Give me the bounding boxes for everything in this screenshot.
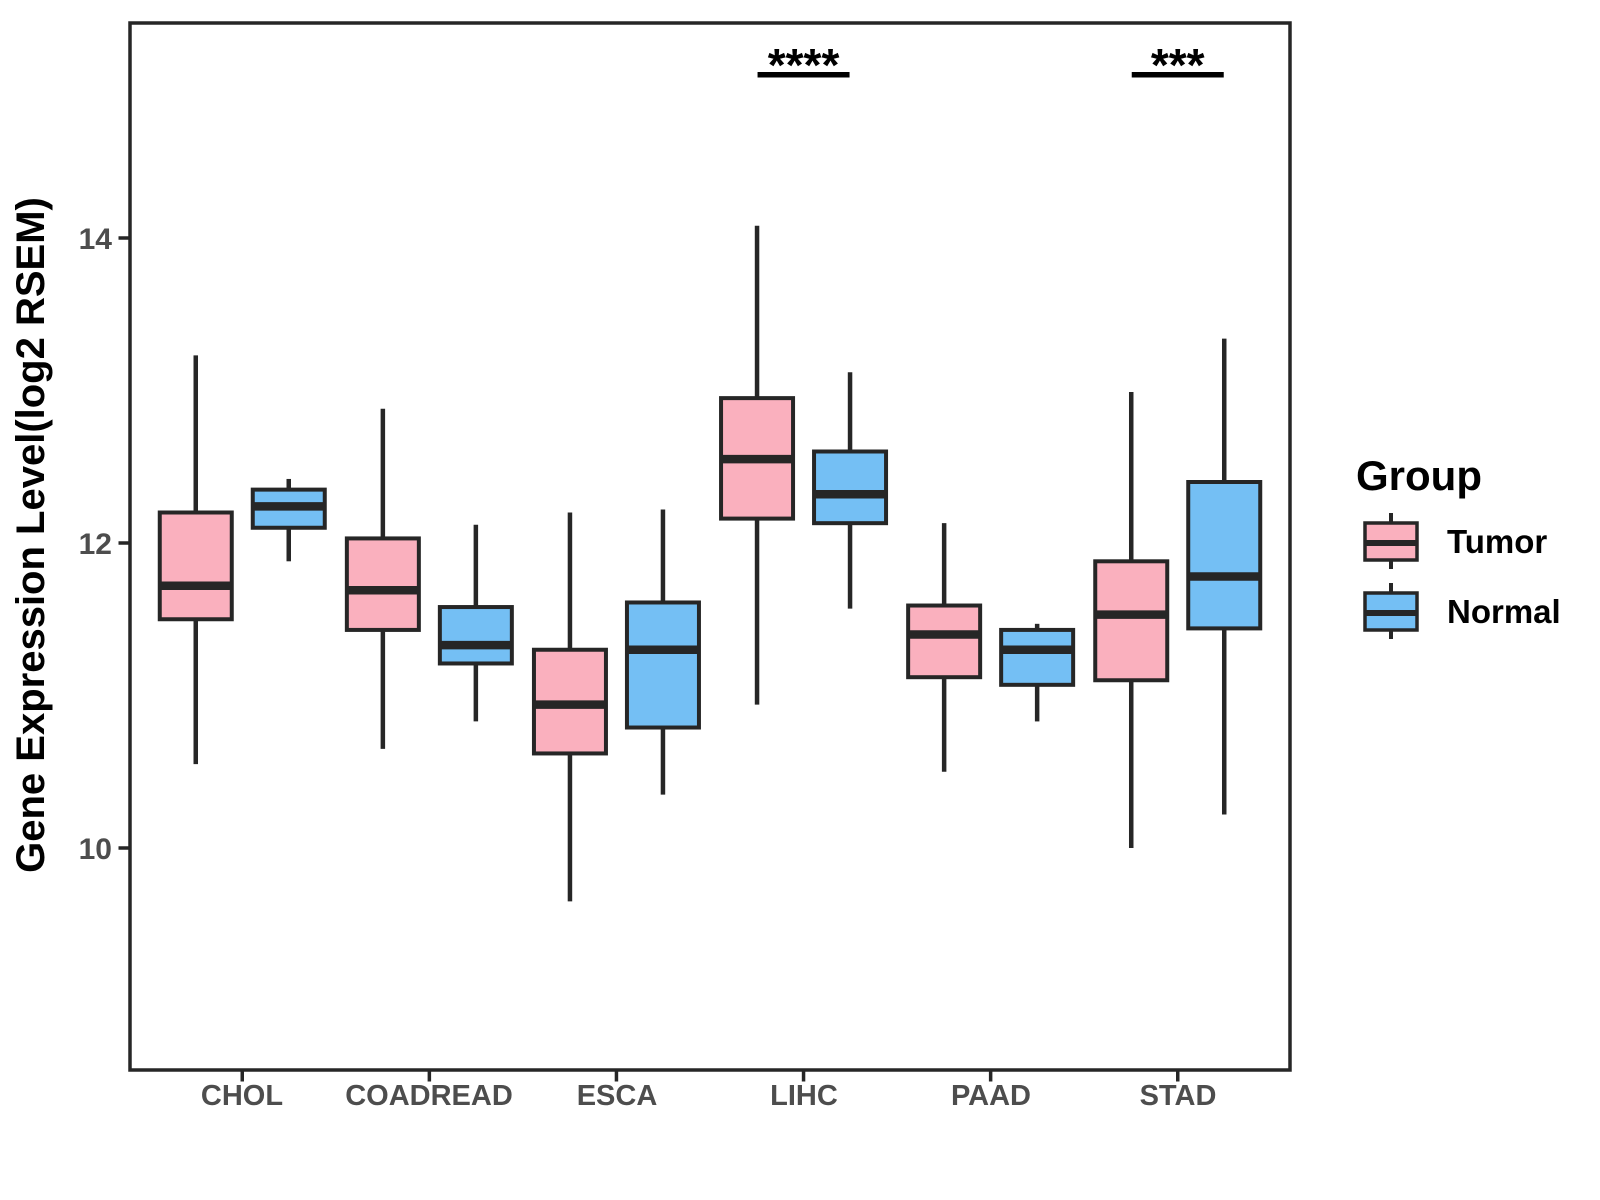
boxplot-stad-normal-box	[1186, 480, 1263, 631]
y-tick-label-14: 14	[79, 223, 113, 256]
x-tick-label-paad: PAAD	[951, 1080, 1031, 1112]
x-tick-label-stad: STAD	[1140, 1080, 1217, 1112]
y-tick-label-12: 12	[79, 528, 112, 561]
legend-key-normal-icon	[1363, 583, 1419, 639]
significance-label-lihc: ****	[768, 39, 840, 91]
y-tick-label-10: 10	[79, 833, 112, 866]
boxplot-stad-tumor-box	[1093, 559, 1170, 683]
significance-bar-lihc	[757, 72, 850, 78]
x-tick-label-chol: CHOL	[201, 1080, 283, 1112]
legend: Group Tumor Normal	[1356, 452, 1561, 639]
legend-key-tumor-icon	[1363, 513, 1419, 569]
boxplot-lihc-normal-box	[812, 449, 889, 526]
legend-label-normal: Normal	[1447, 593, 1561, 630]
significance-bar-stad	[1131, 72, 1224, 78]
x-tick-label-lihc: LIHC	[770, 1080, 838, 1112]
boxplot-layer: **** ***	[118, 39, 1263, 1082]
x-tick-label-esca: ESCA	[577, 1080, 658, 1112]
boxplot-esca-normal-box	[624, 600, 701, 730]
legend-label-tumor: Tumor	[1447, 523, 1547, 560]
boxplot-coadread-tumor-box	[344, 536, 421, 632]
boxplot-paad-normal-box	[999, 627, 1076, 687]
boxplot-coadread-normal-box	[437, 605, 514, 666]
legend-title: Group	[1356, 452, 1482, 499]
boxplot-paad-tumor-box	[906, 603, 983, 680]
boxplot-chol-tumor-box	[157, 510, 234, 622]
y-axis-title: Gene Expression Level(log2 RSEM)	[9, 197, 53, 873]
plot-panel-border	[128, 21, 1292, 1072]
significance-label-stad: ***	[1151, 39, 1205, 91]
x-tick-label-coadread: COADREAD	[345, 1080, 513, 1112]
